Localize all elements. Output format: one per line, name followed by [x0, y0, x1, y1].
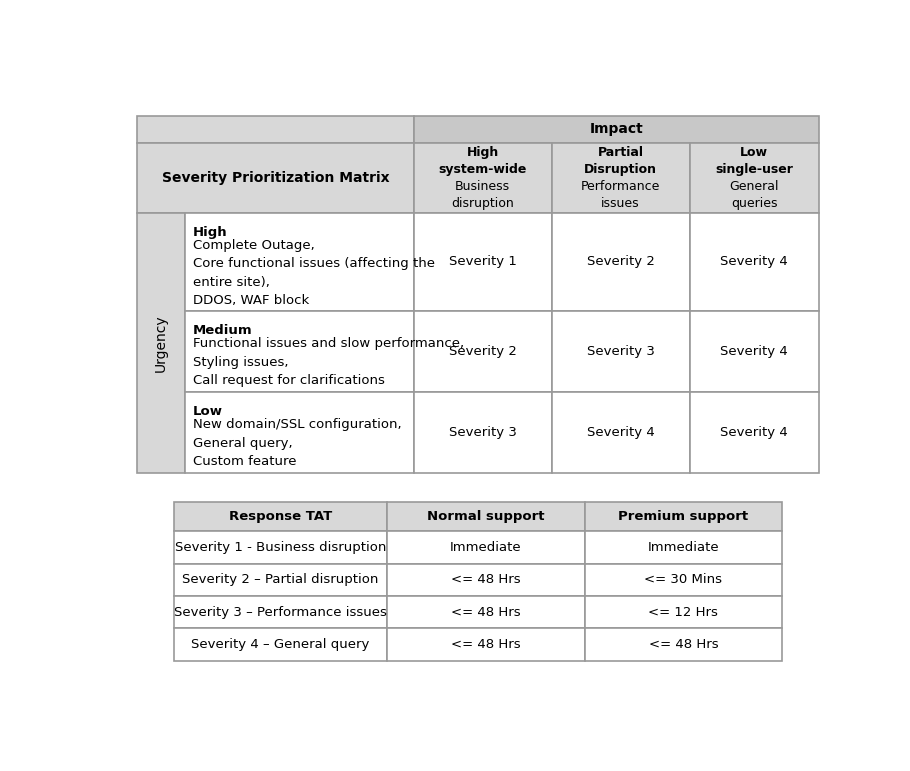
- Text: <= 48 Hrs: <= 48 Hrs: [451, 574, 521, 587]
- Text: <= 48 Hrs: <= 48 Hrs: [451, 638, 521, 651]
- Text: Severity 2: Severity 2: [587, 255, 654, 268]
- Bar: [414, 213, 551, 311]
- Text: Severity 2 – Partial disruption: Severity 2 – Partial disruption: [182, 574, 379, 587]
- Text: Low
single-user: Low single-user: [715, 146, 794, 176]
- Text: Severity 1: Severity 1: [449, 255, 517, 268]
- Text: Severity 4: Severity 4: [721, 255, 788, 268]
- Text: Functional issues and slow performance,
Styling issues,
Call request for clarifi: Functional issues and slow performance, …: [193, 338, 464, 387]
- Text: Severity 3 – Performance issues: Severity 3 – Performance issues: [174, 606, 387, 619]
- Text: Premium support: Premium support: [618, 510, 748, 524]
- Text: Severity 2: Severity 2: [449, 345, 517, 358]
- Text: Severity Prioritization Matrix: Severity Prioritization Matrix: [161, 171, 389, 185]
- Bar: [387, 596, 584, 628]
- Bar: [414, 143, 551, 213]
- Text: Medium: Medium: [193, 325, 252, 337]
- Bar: [387, 531, 584, 564]
- Text: Complete Outage,
Core functional issues (affecting the
entire site),
DDOS, WAF b: Complete Outage, Core functional issues …: [193, 239, 435, 308]
- Text: Severity 1 - Business disruption: Severity 1 - Business disruption: [175, 541, 386, 554]
- Bar: [174, 564, 387, 596]
- Text: High: High: [193, 226, 228, 239]
- Text: Severity 4: Severity 4: [721, 345, 788, 358]
- Bar: [690, 392, 819, 473]
- Text: Urgency: Urgency: [154, 314, 168, 372]
- Text: High
system-wide: High system-wide: [439, 146, 527, 176]
- Bar: [137, 116, 414, 143]
- Text: New domain/SSL configuration,
General query,
Custom feature: New domain/SSL configuration, General qu…: [193, 418, 401, 468]
- Bar: [414, 116, 819, 143]
- Text: Severity 4: Severity 4: [587, 426, 654, 439]
- Text: Immediate: Immediate: [450, 541, 521, 554]
- Text: Severity 4 – General query: Severity 4 – General query: [191, 638, 369, 651]
- Bar: [174, 628, 387, 661]
- Bar: [185, 392, 414, 473]
- Text: General
queries: General queries: [730, 180, 779, 210]
- Bar: [185, 213, 414, 311]
- Bar: [584, 502, 783, 531]
- Text: <= 48 Hrs: <= 48 Hrs: [451, 606, 521, 619]
- Bar: [551, 392, 690, 473]
- Bar: [584, 531, 783, 564]
- Bar: [387, 628, 584, 661]
- Text: Impact: Impact: [590, 123, 643, 136]
- Bar: [690, 311, 819, 392]
- Bar: [137, 143, 414, 213]
- Bar: [414, 311, 551, 392]
- Bar: [174, 502, 387, 531]
- Bar: [551, 311, 690, 392]
- Text: Immediate: Immediate: [648, 541, 719, 554]
- Bar: [551, 143, 690, 213]
- Text: Low: Low: [193, 405, 223, 418]
- Text: Business
disruption: Business disruption: [451, 180, 514, 210]
- Bar: [690, 143, 819, 213]
- Bar: [387, 502, 584, 531]
- Text: <= 12 Hrs: <= 12 Hrs: [649, 606, 718, 619]
- Bar: [185, 311, 414, 392]
- Bar: [414, 392, 551, 473]
- Text: <= 30 Mins: <= 30 Mins: [644, 574, 723, 587]
- Bar: [690, 213, 819, 311]
- Bar: [584, 628, 783, 661]
- Bar: [584, 564, 783, 596]
- Bar: [551, 213, 690, 311]
- Text: Severity 4: Severity 4: [721, 426, 788, 439]
- Text: Response TAT: Response TAT: [228, 510, 332, 524]
- Bar: [174, 596, 387, 628]
- Bar: [387, 564, 584, 596]
- Text: <= 48 Hrs: <= 48 Hrs: [649, 638, 718, 651]
- Text: Performance
issues: Performance issues: [581, 180, 661, 210]
- Bar: [137, 213, 185, 473]
- Text: Severity 3: Severity 3: [449, 426, 517, 439]
- Text: Partial
Disruption: Partial Disruption: [584, 146, 657, 176]
- Bar: [174, 531, 387, 564]
- Text: Normal support: Normal support: [427, 510, 544, 524]
- Bar: [584, 596, 783, 628]
- Text: Severity 3: Severity 3: [587, 345, 654, 358]
